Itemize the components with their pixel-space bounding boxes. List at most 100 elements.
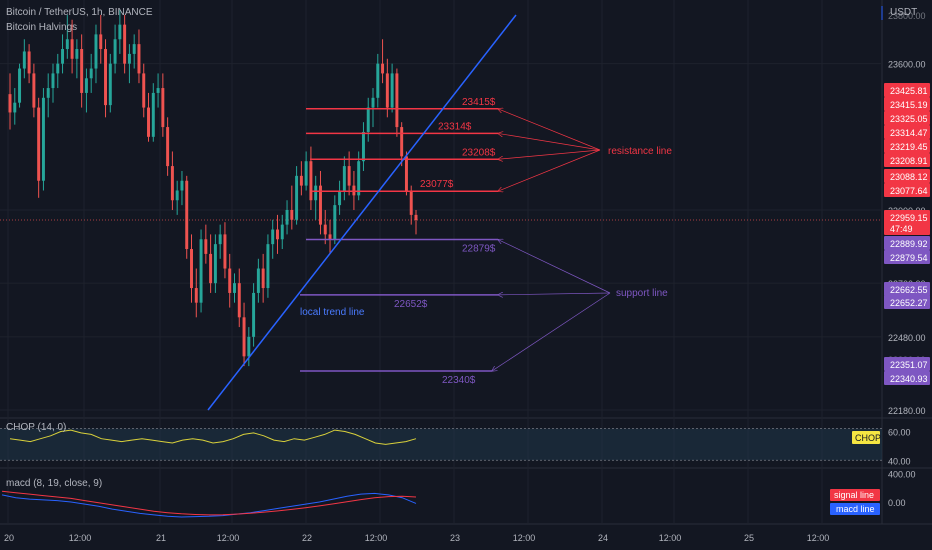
levels: 23415$ 23314$ 23208$ 23077$ resistance line 2… <box>300 97 672 386</box>
time-tick-label: 21 <box>156 533 166 543</box>
time-tick-label: 12:00 <box>217 533 240 543</box>
candle-body <box>56 63 60 74</box>
price-label-box <box>884 210 930 224</box>
price-label-box <box>884 111 930 125</box>
resistance-arrow <box>498 149 601 159</box>
candle-body <box>137 44 141 74</box>
price-tick-label: 22180.00 <box>888 406 926 416</box>
candle-body <box>123 24 127 64</box>
candle-body <box>390 73 394 108</box>
time-axis[interactable]: 20 12:00 21 12:00 22 12:00 23 12:00 24 12:00 25 12:… <box>4 533 829 543</box>
candle-body <box>400 127 404 157</box>
candle-body <box>18 68 22 103</box>
time-tick-label: 20 <box>4 533 14 543</box>
time-tick-label: 24 <box>598 533 608 543</box>
candle-body <box>357 161 361 196</box>
support-arrow <box>498 293 611 295</box>
macd-title[interactable]: macd (8, 19, close, 9) <box>6 478 102 489</box>
candle-body <box>247 336 251 357</box>
currency-label[interactable]: USDT <box>890 7 917 18</box>
candle-body <box>295 175 299 220</box>
candle-body <box>204 239 208 254</box>
candle-body <box>61 49 65 64</box>
candle-body <box>108 63 112 106</box>
price-label-resistance: 23219.45 <box>890 142 928 152</box>
chop-band <box>0 428 882 461</box>
candle-body <box>51 73 55 89</box>
resistance-value-label: 23208$ <box>462 147 496 158</box>
candle-body <box>199 239 203 303</box>
price-label-support: 22879.54 <box>890 253 928 263</box>
candle-body <box>13 102 17 113</box>
candle-body <box>209 253 213 284</box>
price-label-support: 22340.93 <box>890 374 928 384</box>
price-label-support: 22652.27 <box>890 298 928 308</box>
price-label-resistance: 23314.47 <box>890 128 928 138</box>
candle-body <box>285 210 289 225</box>
candle-body <box>113 39 117 64</box>
time-tick-label: 12:00 <box>807 533 830 543</box>
time-tick-label: 23 <box>450 533 460 543</box>
resistance-annotation: resistance line <box>608 146 672 157</box>
chop-title[interactable]: CHOP (14, 0) <box>6 422 66 433</box>
candle-body <box>190 249 193 289</box>
resistance-value-label: 23314$ <box>438 121 472 132</box>
candle-body <box>414 214 418 220</box>
chop-legend-box <box>852 431 880 444</box>
candle-body <box>8 94 12 113</box>
price-label-box <box>884 125 930 139</box>
candle-body <box>271 229 275 245</box>
price-label-box <box>884 295 930 309</box>
candle-body <box>32 73 36 108</box>
price-label-box <box>884 236 930 250</box>
candle-body <box>342 166 346 191</box>
macd-pane: 400.00 0.00 signal line macd line <box>1 469 916 518</box>
price-label-resistance: 23077.64 <box>890 186 928 196</box>
price-label-resistance: 23088.12 <box>890 172 928 182</box>
candle-body <box>151 92 155 137</box>
candle-body <box>323 224 327 235</box>
candle-body <box>299 175 303 186</box>
candle-body <box>22 51 26 69</box>
candle-body <box>366 107 370 132</box>
price-label-box <box>884 169 930 183</box>
candle-body <box>290 210 294 220</box>
chop-legend-label: CHOP <box>855 433 881 443</box>
macd-line <box>1 492 417 518</box>
candle-body <box>213 244 217 284</box>
candle-body <box>395 73 399 128</box>
candle-body <box>318 185 322 225</box>
support-annotation: support line <box>616 288 668 299</box>
candle-body <box>237 283 241 318</box>
macd-tick-label: 400.00 <box>888 469 916 479</box>
candle-body <box>371 97 375 108</box>
candle-body <box>328 234 332 240</box>
chop-pane: 60.00 40.00 CHOP <box>0 428 911 466</box>
candle-body <box>385 73 389 108</box>
support-value-label: 22652$ <box>394 299 428 310</box>
candle-body <box>70 39 74 59</box>
candle-body <box>147 107 150 137</box>
indicator-name[interactable]: Bitcoin Halvings <box>6 22 77 33</box>
macd-legend-box <box>830 503 880 515</box>
candle-body <box>333 205 337 240</box>
candle-body <box>161 88 165 128</box>
candle-body <box>194 288 198 303</box>
symbol-title[interactable]: Bitcoin / TetherUS, 1h, BINANCE <box>6 7 153 18</box>
candle-body <box>142 73 146 108</box>
local-trend-line <box>207 14 517 411</box>
price-label-box <box>884 250 930 264</box>
candle-body <box>99 34 103 50</box>
resistance-arrow <box>498 109 601 151</box>
candle-body <box>89 68 93 79</box>
price-label-box <box>884 357 930 371</box>
price-axis[interactable]: 23600.0023000.0022700.0022480.0022180.00… <box>884 11 930 416</box>
candle-body <box>409 190 413 215</box>
candle-body <box>118 24 122 40</box>
candle-body <box>266 244 270 289</box>
price-label-box <box>884 139 930 153</box>
candle-body <box>261 268 265 289</box>
support-arrow <box>498 240 611 294</box>
